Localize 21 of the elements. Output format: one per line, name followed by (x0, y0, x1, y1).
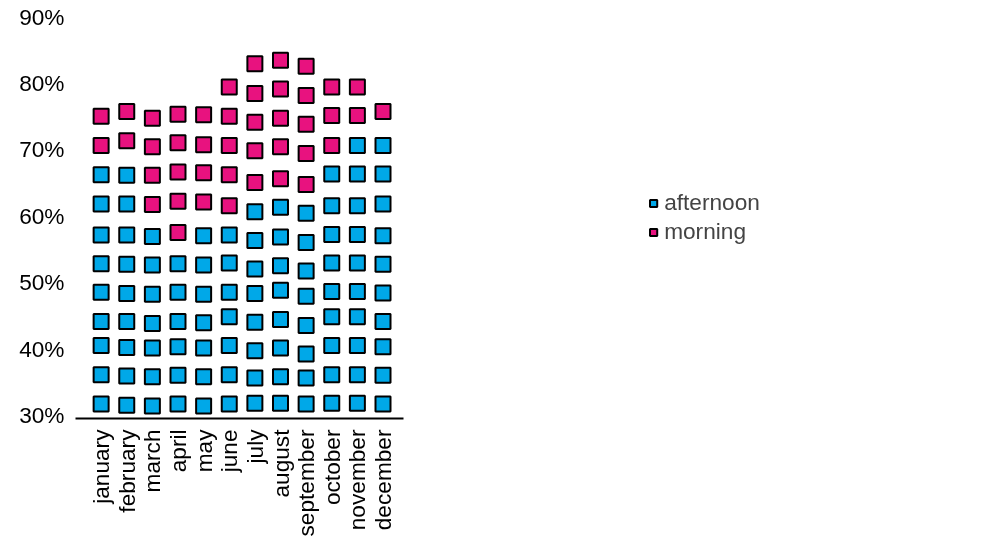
y-tick-label: 70% (19, 136, 65, 163)
y-tick-label: 80% (19, 69, 65, 96)
legend-label: morning (664, 218, 746, 245)
y-tick-label: 60% (19, 202, 65, 229)
x-tick-label: january (88, 428, 115, 505)
x-tick-label: december (370, 429, 396, 531)
x-tick-label: june (216, 429, 243, 474)
x-tick-label: october (318, 429, 345, 506)
y-tick-label: 30% (19, 402, 65, 429)
y-tick-label: 40% (19, 335, 65, 362)
y-tick-label: 50% (19, 269, 65, 296)
x-tick-label: november (344, 429, 371, 531)
x-tick-label: april (165, 429, 191, 473)
x-tick-label: march (139, 429, 166, 493)
x-tick-label: september (293, 429, 320, 537)
x-tick-label: february (113, 428, 140, 513)
x-tick-label: may (190, 428, 217, 473)
x-tick-label: july (241, 428, 268, 465)
y-tick-label: 90% (19, 3, 65, 30)
x-tick-label: august (267, 428, 294, 498)
legend-label: afternoon (664, 189, 760, 216)
